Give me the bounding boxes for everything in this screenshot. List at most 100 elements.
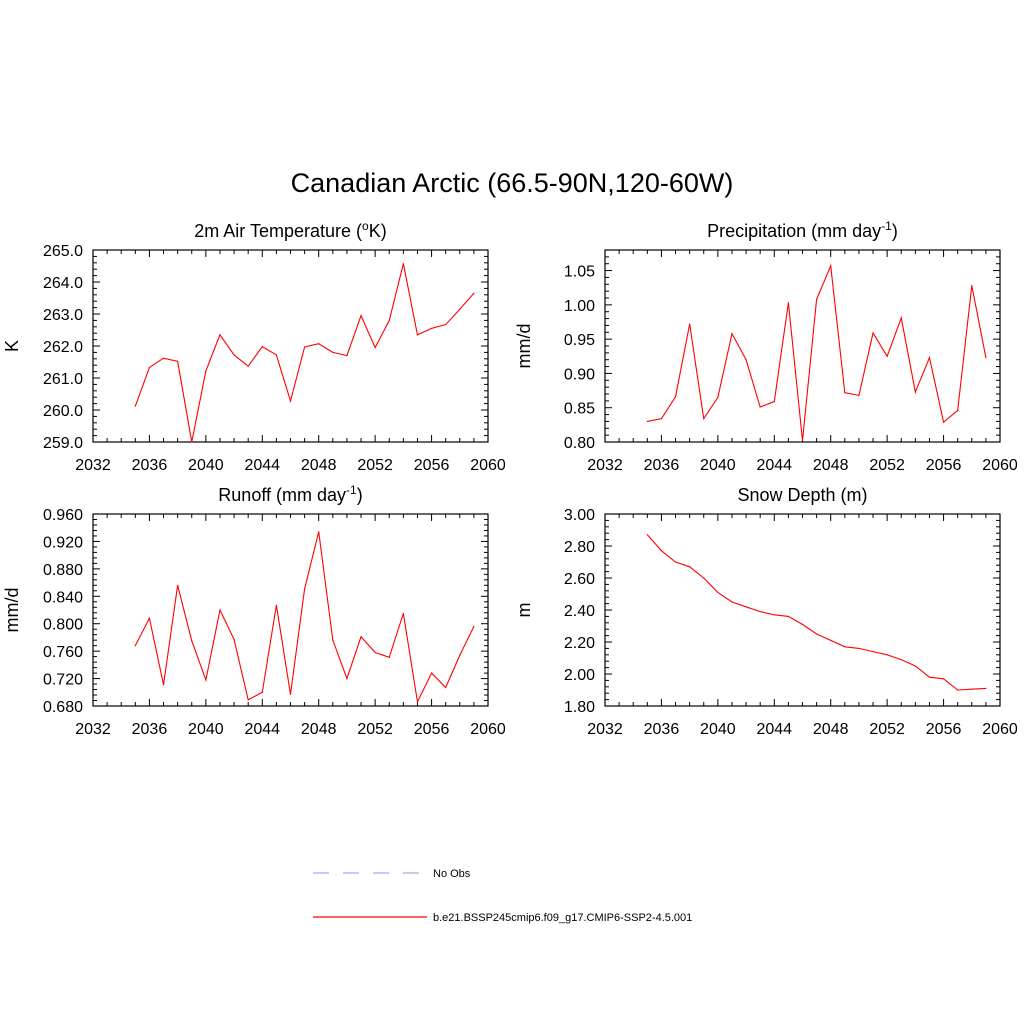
x-tick-label: 2040: [188, 457, 224, 474]
data-point: [162, 684, 165, 686]
data-point: [275, 604, 277, 606]
x-tick-label: 2044: [756, 721, 792, 738]
data-point: [304, 346, 306, 348]
data-point: [205, 370, 207, 372]
y-tick-label: 0.85: [564, 401, 595, 418]
plot-frame: [604, 513, 1001, 707]
data-point: [830, 639, 832, 642]
x-tick-label: 2048: [301, 721, 337, 738]
y-axis-label: mm/d: [2, 588, 22, 633]
data-point: [388, 319, 390, 321]
data-point: [914, 391, 916, 393]
data-point: [134, 645, 136, 647]
y-tick-label: 264.0: [43, 275, 83, 292]
data-point: [247, 365, 249, 367]
data-point: [985, 687, 987, 690]
data-point: [886, 355, 888, 357]
data-point: [304, 588, 306, 590]
data-point: [858, 394, 860, 396]
data-point: [473, 625, 475, 628]
data-point: [445, 323, 447, 326]
data-point: [402, 612, 404, 615]
data-point: [346, 677, 348, 680]
series-line: [134, 531, 475, 704]
y-tick-label: 259.0: [43, 435, 83, 452]
data-point: [858, 647, 860, 650]
panel-title-superscript: -1: [346, 483, 357, 497]
data-point: [787, 615, 789, 618]
series-line: [647, 263, 987, 441]
data-point: [646, 420, 648, 423]
data-point: [445, 686, 447, 689]
y-tick-label: 0.840: [43, 589, 83, 606]
y-tick-label: 2.60: [564, 571, 595, 588]
x-tick-label: 2048: [813, 721, 849, 738]
panel-1: 2m Air Temperature (oK) K 2032 2036 2040 2044…: [2, 219, 506, 474]
data-point: [191, 441, 193, 443]
panel-title: Runoff (mm day-1): [218, 483, 362, 505]
series-line: [646, 534, 986, 691]
data-point: [872, 332, 874, 334]
data-point: [289, 693, 292, 695]
data-point: [332, 351, 334, 353]
y-axis-label: m: [514, 603, 534, 618]
data-point: [134, 405, 136, 407]
data-point: [289, 400, 292, 402]
data-point: [801, 440, 804, 442]
data-point: [191, 640, 193, 642]
x-tick-label: 2048: [301, 457, 337, 474]
x-tick-label: 2044: [244, 721, 280, 738]
data-point: [689, 323, 691, 325]
data-point: [346, 355, 348, 357]
panel-title-text: ): [892, 221, 898, 241]
panel-title-superscript: o: [362, 219, 369, 233]
data-point: [787, 302, 789, 304]
data-point: [388, 656, 390, 658]
data-point: [148, 617, 151, 619]
data-point: [318, 343, 320, 345]
panel-title-text: ): [357, 485, 363, 505]
data-point: [275, 354, 277, 356]
data-point: [731, 333, 733, 335]
data-point: [816, 633, 818, 635]
x-tick-label: 2032: [587, 457, 623, 474]
x-tick-label: 2056: [414, 457, 450, 474]
y-tick-label: 0.80: [564, 435, 595, 452]
y-tick-label: 0.960: [43, 507, 83, 524]
data-point: [205, 679, 207, 681]
data-point: [844, 646, 846, 648]
y-tick-label: 0.90: [564, 366, 595, 383]
data-point: [374, 347, 376, 349]
panel-title-text: Precipitation (mm day: [707, 221, 881, 241]
data-point: [759, 406, 761, 408]
data-point: [703, 577, 705, 579]
x-tick-label: 2060: [982, 457, 1018, 474]
x-tick-label: 2060: [982, 721, 1018, 738]
y-tick-label: 0.800: [43, 617, 83, 634]
data-point: [957, 689, 959, 691]
panel-title: Precipitation (mm day-1): [707, 219, 898, 241]
series-line: [134, 263, 475, 443]
x-tick-label: 2052: [869, 721, 905, 738]
data-point: [717, 591, 719, 594]
data-point: [660, 550, 663, 552]
data-point: [886, 654, 888, 656]
data-point: [731, 601, 733, 603]
y-tick-label: 260.0: [43, 403, 83, 420]
x-tick-label: 2048: [813, 457, 849, 474]
legend-model-label: b.e21.BSSP245cmip6.f09_g17.CMIP6-SSP2-4.…: [433, 912, 692, 924]
x-tick-label: 2060: [470, 721, 506, 738]
x-tick-label: 2036: [132, 457, 168, 474]
panel-title: 2m Air Temperature (oK): [194, 219, 386, 241]
data-point: [971, 688, 973, 690]
data-point: [219, 609, 221, 611]
data-point: [745, 606, 747, 608]
data-point: [689, 566, 691, 568]
x-tick-label: 2040: [188, 721, 224, 738]
data-point: [872, 651, 874, 653]
x-tick-label: 2044: [244, 457, 280, 474]
y-tick-label: 2.20: [564, 635, 595, 652]
y-tick-label: 1.00: [564, 298, 595, 315]
legend-obs-label: No Obs: [433, 868, 471, 880]
data-point: [233, 354, 235, 356]
